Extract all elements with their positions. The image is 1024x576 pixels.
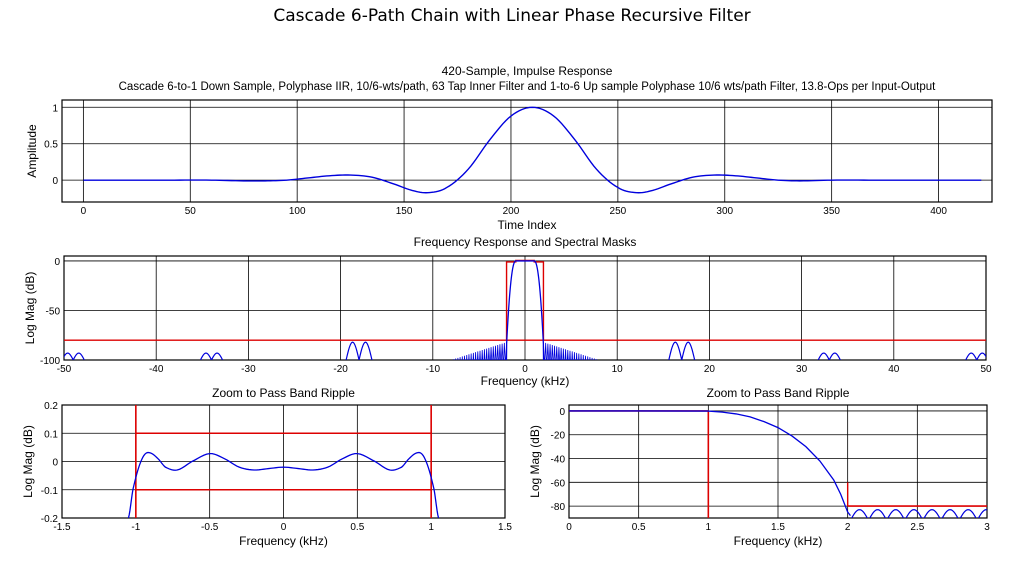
impulse-title: 420-Sample, Impulse Response [442, 64, 613, 78]
page-title: Cascade 6-Path Chain with Linear Phase R… [273, 6, 751, 26]
freq-left-sidelobe-skirt [453, 342, 507, 360]
freq-sidelobe-cluster [817, 352, 841, 360]
freq-xtick-label: -20 [333, 364, 348, 375]
zoom_pass-xtick-label: 1 [428, 522, 434, 533]
freq-sidelobe-cluster [668, 341, 696, 360]
zoom_trans-title: Zoom to Pass Band Ripple [707, 386, 850, 400]
impulse-xlabel: Time Index [498, 218, 557, 232]
zoom_pass-xtick-label: -1.5 [53, 522, 71, 533]
freq-title: Frequency Response and Spectral Masks [414, 235, 637, 249]
freq-passband-response [505, 260, 545, 360]
zoom_trans-ytick-label: -60 [551, 478, 566, 489]
zoom_trans-xtick-label: 0.5 [632, 522, 646, 533]
freq-ytick-label: -50 [46, 306, 61, 317]
impulse-xtick-label: 250 [610, 206, 627, 217]
zoom_trans-xtick-label: 1.5 [771, 522, 785, 533]
freq-ytick-label: 0 [54, 257, 60, 268]
freq-sidelobe-cluster [64, 352, 85, 360]
impulse-xtick-label: 150 [396, 206, 413, 217]
zoom_pass-xtick-label: -0.5 [201, 522, 219, 533]
zoom_pass-title: Zoom to Pass Band Ripple [212, 386, 355, 400]
zoom_pass-ytick-label: 0 [52, 458, 58, 469]
zoom_trans-xlabel: Frequency (kHz) [734, 534, 823, 548]
zoom_pass-ytick-label: -0.2 [41, 514, 59, 525]
impulse-xtick-label: 100 [289, 206, 306, 217]
freq-ylabel: Log Mag (dB) [23, 272, 37, 345]
impulse-xtick-label: 400 [930, 206, 947, 217]
freq-xtick-label: 40 [888, 364, 900, 375]
zoom_trans-xtick-label: 2 [845, 522, 851, 533]
freq-xtick-label: -30 [241, 364, 256, 375]
freq-xtick-label: 30 [796, 364, 808, 375]
zoom-pass-ripple-line [127, 451, 440, 518]
zoom-trans-stopband-lobes [851, 509, 987, 518]
impulse-xtick-label: 350 [823, 206, 840, 217]
zoom_pass-ytick-label: 0.2 [44, 401, 58, 412]
impulse-xtick-label: 200 [503, 206, 520, 217]
freq-sidelobe-cluster [199, 352, 224, 360]
zoom_trans-ytick-label: -20 [551, 431, 566, 442]
zoom_trans-ytick-label: 0 [559, 407, 565, 418]
zoom_pass-xtick-label: 0.5 [350, 522, 364, 533]
freq-xtick-label: -40 [149, 364, 164, 375]
zoom_trans-xtick-label: 0 [566, 522, 572, 533]
freq-sidelobe-cluster [345, 341, 373, 360]
freq-ytick-label: -100 [40, 356, 60, 367]
impulse-xtick-label: 50 [185, 206, 197, 217]
zoom-trans-rolloff-line [569, 410, 851, 517]
zoom_pass-ytick-label: -0.1 [41, 486, 59, 497]
zoom_pass-xtick-label: 1.5 [498, 522, 512, 533]
freq-xtick-label: 50 [980, 364, 992, 375]
zoom_pass-xtick-label: 0 [281, 522, 287, 533]
zoom_trans-ylabel: Log Mag (dB) [528, 425, 542, 498]
zoom_trans-plot-frame [568, 404, 988, 519]
freq-xtick-label: -50 [57, 364, 72, 375]
freq-sidelobe-cluster [965, 352, 986, 360]
zoom_pass-ytick-label: 0.1 [44, 429, 58, 440]
zoom_pass-plot-frame [61, 404, 506, 519]
zoom_trans-xtick-label: 3 [984, 522, 990, 533]
zoom_trans-ytick-label: -80 [551, 502, 566, 513]
freq-xtick-label: 0 [522, 364, 528, 375]
freq-xtick-label: 10 [612, 364, 624, 375]
impulse-xtick-label: 300 [716, 206, 733, 217]
impulse-xtick-label: 0 [81, 206, 87, 217]
impulse-subtitle: Cascade 6-to-1 Down Sample, Polyphase II… [119, 81, 937, 93]
freq-xlabel: Frequency (kHz) [481, 374, 570, 388]
freq-xtick-label: -10 [426, 364, 441, 375]
impulse-ytick-label: 0 [52, 176, 58, 187]
zoom_pass-xlabel: Frequency (kHz) [239, 534, 328, 548]
impulse-ylabel: Amplitude [25, 124, 39, 178]
zoom_pass-ylabel: Log Mag (dB) [21, 425, 35, 498]
zoom_trans-xtick-label: 1 [706, 522, 712, 533]
zoom_trans-xtick-label: 2.5 [910, 522, 924, 533]
impulse-ytick-label: 1 [52, 103, 58, 114]
impulse-response-line [83, 106, 982, 194]
zoom_pass-xtick-label: -1 [131, 522, 140, 533]
zoom_trans-ytick-label: -40 [551, 455, 566, 466]
freq-plot-frame [63, 255, 987, 361]
freq-right-sidelobe-skirt [543, 342, 597, 360]
impulse-plot-frame [61, 99, 993, 203]
freq-xtick-label: 20 [704, 364, 716, 375]
impulse-ytick-label: 0.5 [44, 140, 58, 151]
